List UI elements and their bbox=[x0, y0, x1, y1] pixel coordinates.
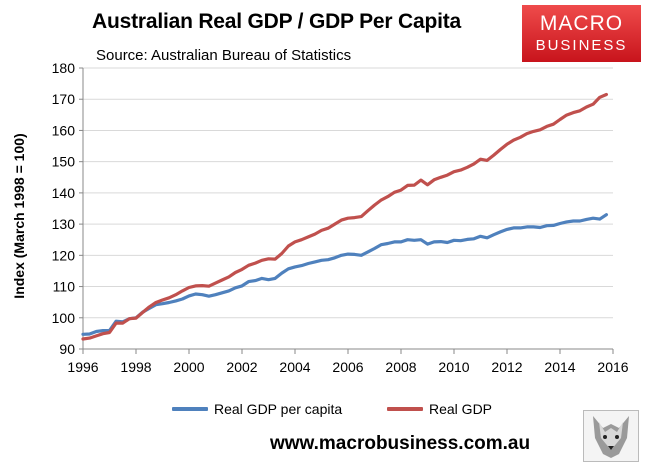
y-tick-label-100: 100 bbox=[52, 310, 76, 326]
y-tick-label-130: 130 bbox=[52, 216, 76, 232]
y-tick-label-90: 90 bbox=[59, 341, 75, 357]
x-tick-label-2010: 2010 bbox=[438, 359, 469, 375]
macrobusiness-logo: MACRO BUSINESS bbox=[522, 5, 641, 62]
website-url: www.macrobusiness.com.au bbox=[270, 433, 531, 454]
legend-item-real-gdp: Real GDP bbox=[387, 401, 492, 417]
series-lines bbox=[81, 92, 609, 341]
series-line-real-gdp-per-capita bbox=[81, 213, 609, 336]
x-tick-label-2008: 2008 bbox=[385, 359, 416, 375]
series-line-real-gdp bbox=[81, 92, 609, 341]
y-axis-label: Index (March 1998 = 100) bbox=[11, 133, 27, 298]
y-tick-label-170: 170 bbox=[52, 91, 76, 107]
legend-label-real-gdp: Real GDP bbox=[429, 401, 493, 417]
x-axis: 1996 1998 2000 2002 2004 2006 2008 2010 2012 2014… bbox=[67, 349, 629, 375]
plot-area bbox=[82, 68, 613, 350]
y-tick-label-180: 180 bbox=[52, 60, 76, 76]
x-tick-label-2002: 2002 bbox=[226, 359, 257, 375]
x-tick-label-1998: 1998 bbox=[120, 359, 151, 375]
legend-label-per-capita: Real GDP per capita bbox=[214, 401, 343, 417]
chart-grid bbox=[83, 67, 613, 350]
y-axis: 90 100 110 120 130 140 150 160 170 180 bbox=[52, 60, 83, 357]
y-tick-label-150: 150 bbox=[52, 154, 76, 170]
x-tick-label-2004: 2004 bbox=[279, 359, 310, 375]
x-tick-label-2016: 2016 bbox=[597, 359, 628, 375]
legend-swatch-per-capita bbox=[172, 407, 208, 411]
legend-swatch-real-gdp bbox=[387, 407, 423, 411]
logo-line-1: MACRO bbox=[539, 12, 624, 35]
y-tick-label-110: 110 bbox=[53, 279, 76, 295]
wolf-icon bbox=[583, 410, 639, 462]
logo-line-2: BUSINESS bbox=[535, 37, 628, 54]
y-tick-label-160: 160 bbox=[52, 122, 76, 138]
x-tick-label-2006: 2006 bbox=[332, 359, 363, 375]
chart-title: Australian Real GDP / GDP Per Capita bbox=[92, 10, 461, 33]
x-tick-label-1996: 1996 bbox=[67, 359, 98, 375]
y-tick-label-140: 140 bbox=[52, 185, 76, 201]
chart-subtitle: Source: Australian Bureau of Statistics bbox=[96, 47, 352, 64]
legend-item-per-capita: Real GDP per capita bbox=[172, 401, 342, 417]
y-tick-label-120: 120 bbox=[52, 247, 76, 263]
x-tick-label-2014: 2014 bbox=[544, 359, 575, 375]
x-tick-label-2000: 2000 bbox=[173, 359, 204, 375]
x-tick-label-2012: 2012 bbox=[491, 359, 522, 375]
